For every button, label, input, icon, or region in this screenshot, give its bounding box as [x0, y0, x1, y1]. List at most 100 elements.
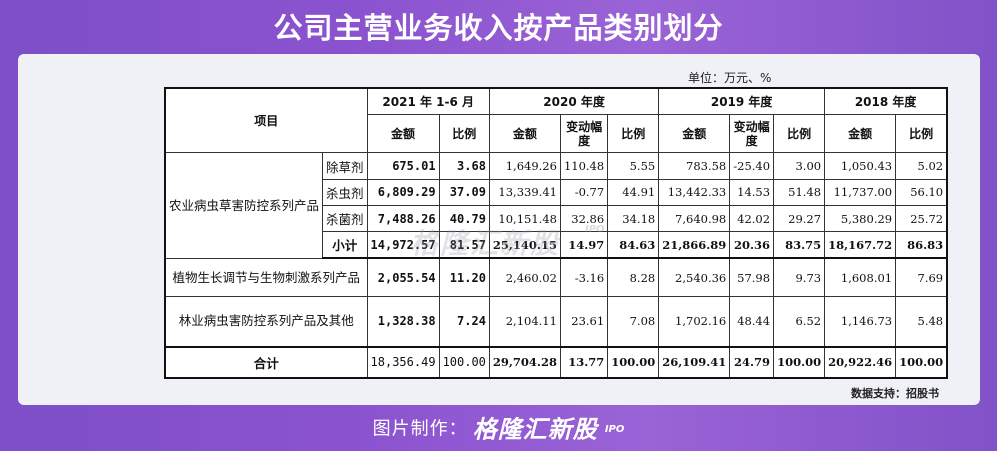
col-amount: 金额 — [488, 113, 561, 154]
data-source: 数据支持：招股书 — [851, 387, 939, 400]
cell: 86.83 — [895, 231, 948, 260]
watermark-ipo: IPO — [585, 224, 605, 235]
watermark-logo: 格隆汇新股 — [410, 227, 561, 260]
item-header: 项目 — [164, 87, 368, 154]
cell: 84.63 — [607, 231, 660, 260]
col-ratio: 比例 — [438, 113, 490, 154]
col-amount: 金额 — [658, 113, 731, 154]
cell: 34.18 — [607, 205, 660, 233]
group-label: 农业病虫草害防控系列产品 — [164, 152, 324, 259]
col-amount: 金额 — [366, 113, 440, 154]
cell: -25.40 — [729, 152, 775, 180]
table-row: 农业病虫草害防控系列产品 除草剂 675.01 3.68 1,649.26 11… — [164, 152, 948, 259]
cell: 2,104.11 — [488, 296, 561, 348]
cell: -0.77 — [559, 178, 609, 207]
row-label: 杀菌剂 — [322, 205, 368, 233]
col-amount: 金额 — [824, 113, 897, 154]
cell: 24.79 — [729, 345, 775, 379]
period-header: 2019 年度 — [658, 87, 826, 115]
cell: 29,704.28 — [488, 345, 561, 379]
cell: 2,540.36 — [658, 257, 731, 298]
col-change: 变动幅度 — [559, 113, 609, 154]
cell: 40.79 — [438, 205, 490, 233]
col-ratio: 比例 — [607, 113, 660, 154]
brand-logo: 格隆汇新股 — [472, 415, 598, 444]
cell: 3.00 — [773, 152, 826, 180]
cell: 5.55 — [607, 152, 660, 180]
cell: 783.58 — [658, 152, 731, 180]
cell: 26,109.41 — [658, 345, 731, 379]
cell: 56.10 — [895, 178, 948, 207]
cell: 57.98 — [729, 257, 775, 298]
cell: 14.53 — [729, 178, 775, 207]
col-change: 变动幅度 — [729, 113, 775, 154]
cell: 8.28 — [607, 257, 660, 298]
credit-label: 图片制作： — [372, 418, 468, 440]
col-ratio: 比例 — [773, 113, 826, 154]
cell: 2,055.54 — [366, 257, 440, 298]
cell: 1,702.16 — [658, 296, 731, 348]
subtotal-row: 小计 14,972.57 81.57 25,140.15 14.97 84.63… — [165, 231, 948, 260]
cell: 7,488.26 — [366, 205, 440, 233]
cell: 10,151.48 — [488, 205, 561, 233]
col-ratio: 比例 — [895, 113, 948, 154]
cell: 37.09 — [438, 178, 490, 207]
cell: 100.00 — [607, 345, 660, 379]
cell: 44.91 — [607, 178, 660, 207]
cell: 7.69 — [895, 257, 948, 298]
cell: 11.20 — [438, 257, 490, 298]
cell: 5.48 — [895, 296, 948, 348]
cell: 1,608.01 — [824, 257, 897, 298]
cell: 11,737.00 — [824, 178, 897, 207]
cell: 100.00 — [895, 345, 948, 379]
period-header: 2020 年度 — [488, 87, 660, 115]
cell: 13.77 — [559, 345, 609, 379]
row-label: 林业病虫害防控系列产品及其他 — [164, 296, 368, 348]
cell: 9.73 — [773, 257, 826, 298]
cell: 5,380.29 — [824, 205, 897, 233]
page-title: 公司主营业务收入按产品类别划分 — [273, 11, 724, 45]
credit-line: 图片制作： 格隆汇新股 IPO — [0, 412, 997, 446]
cell: 3.68 — [438, 152, 490, 180]
row-label: 杀虫剂 — [322, 178, 368, 207]
cell: 32.86 — [559, 205, 609, 233]
cell: 20,922.46 — [824, 345, 897, 379]
cell: 48.44 — [729, 296, 775, 348]
cell: 83.75 — [773, 231, 826, 260]
brand-ipo: IPO — [604, 423, 625, 435]
cell: 42.02 — [729, 205, 775, 233]
cell: 2,460.02 — [488, 257, 561, 298]
cell: 6,809.29 — [366, 178, 440, 207]
cell: 23.61 — [559, 296, 609, 348]
cell: 18,356.49 — [366, 345, 440, 379]
period-header: 2018 年度 — [824, 87, 948, 115]
table-row: 林业病虫害防控系列产品及其他 1,328.38 7.24 2,104.11 23… — [164, 296, 948, 348]
cell: 1,649.26 — [488, 152, 561, 180]
row-label: 除草剂 — [322, 152, 368, 180]
cell: 1,050.43 — [824, 152, 897, 180]
cell: 25,140.15 — [488, 231, 561, 260]
cell: 20.36 — [729, 231, 775, 260]
cell: 100.00 — [773, 345, 826, 379]
cell: 21,866.89 — [658, 231, 731, 260]
cell: 1,328.38 — [366, 296, 440, 348]
cell: 51.48 — [773, 178, 826, 207]
cell: 25.72 — [895, 205, 948, 233]
cell: 110.48 — [559, 152, 609, 180]
cell: 81.57 — [438, 231, 490, 260]
cell: 6.52 — [773, 296, 826, 348]
table-row: 杀菌剂 7,488.26 40.79 10,151.48 32.86 34.18… — [165, 205, 948, 233]
unit-label: 单位：万元、% — [688, 71, 772, 85]
period-header: 2021 年 1-6 月 — [366, 87, 490, 115]
cell: 675.01 — [366, 152, 440, 180]
cell: 5.02 — [895, 152, 948, 180]
cell: -3.16 — [559, 257, 609, 298]
cell: 7.08 — [607, 296, 660, 348]
total-row: 合计 18,356.49 100.00 29,704.28 13.77 100.… — [164, 345, 948, 379]
revenue-table: 项目 2021 年 1-6 月 2020 年度 2019 年度 2018 年度 … — [164, 87, 949, 379]
cell: 7.24 — [438, 296, 490, 348]
row-label: 植物生长调节与生物刺激系列产品 — [164, 257, 368, 298]
cell: 1,146.73 — [824, 296, 897, 348]
cell: 100.00 — [438, 345, 490, 379]
row-label: 合计 — [164, 345, 368, 379]
